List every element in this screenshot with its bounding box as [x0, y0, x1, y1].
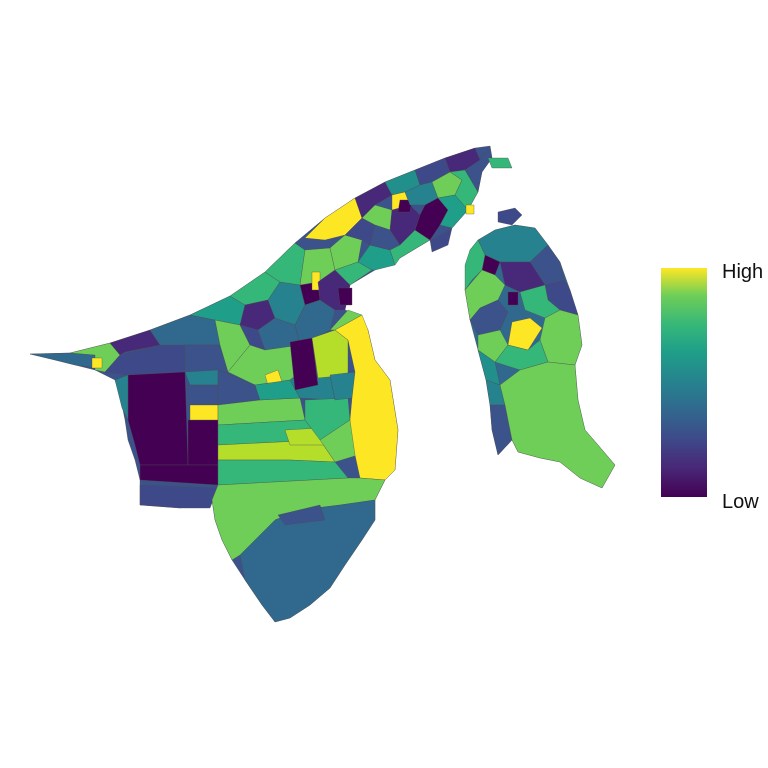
region	[149, 314, 221, 346]
region	[189, 404, 219, 421]
region	[139, 484, 219, 509]
legend-low-label: Low	[722, 491, 759, 513]
region	[539, 309, 583, 366]
region	[429, 227, 453, 253]
region	[311, 329, 349, 379]
region	[289, 337, 319, 391]
region	[507, 291, 519, 306]
region	[487, 157, 513, 169]
region	[29, 352, 99, 369]
region	[329, 234, 363, 271]
region	[91, 357, 103, 369]
region	[464, 239, 486, 291]
region	[499, 361, 616, 489]
region	[127, 371, 189, 466]
region	[187, 419, 219, 466]
region	[337, 287, 353, 306]
region	[507, 317, 543, 351]
region	[497, 207, 523, 226]
region	[187, 384, 219, 406]
region	[465, 204, 475, 215]
region	[354, 181, 393, 219]
region	[109, 329, 161, 356]
color-legend: High Low	[661, 261, 763, 513]
region	[184, 369, 219, 386]
legend-high-label: High	[722, 261, 763, 283]
region	[217, 397, 306, 426]
region	[114, 374, 129, 421]
map-regions	[29, 145, 616, 623]
region	[489, 404, 513, 456]
legend-colorbar	[661, 268, 707, 497]
region	[239, 499, 376, 623]
region	[277, 504, 326, 526]
region	[217, 459, 349, 486]
